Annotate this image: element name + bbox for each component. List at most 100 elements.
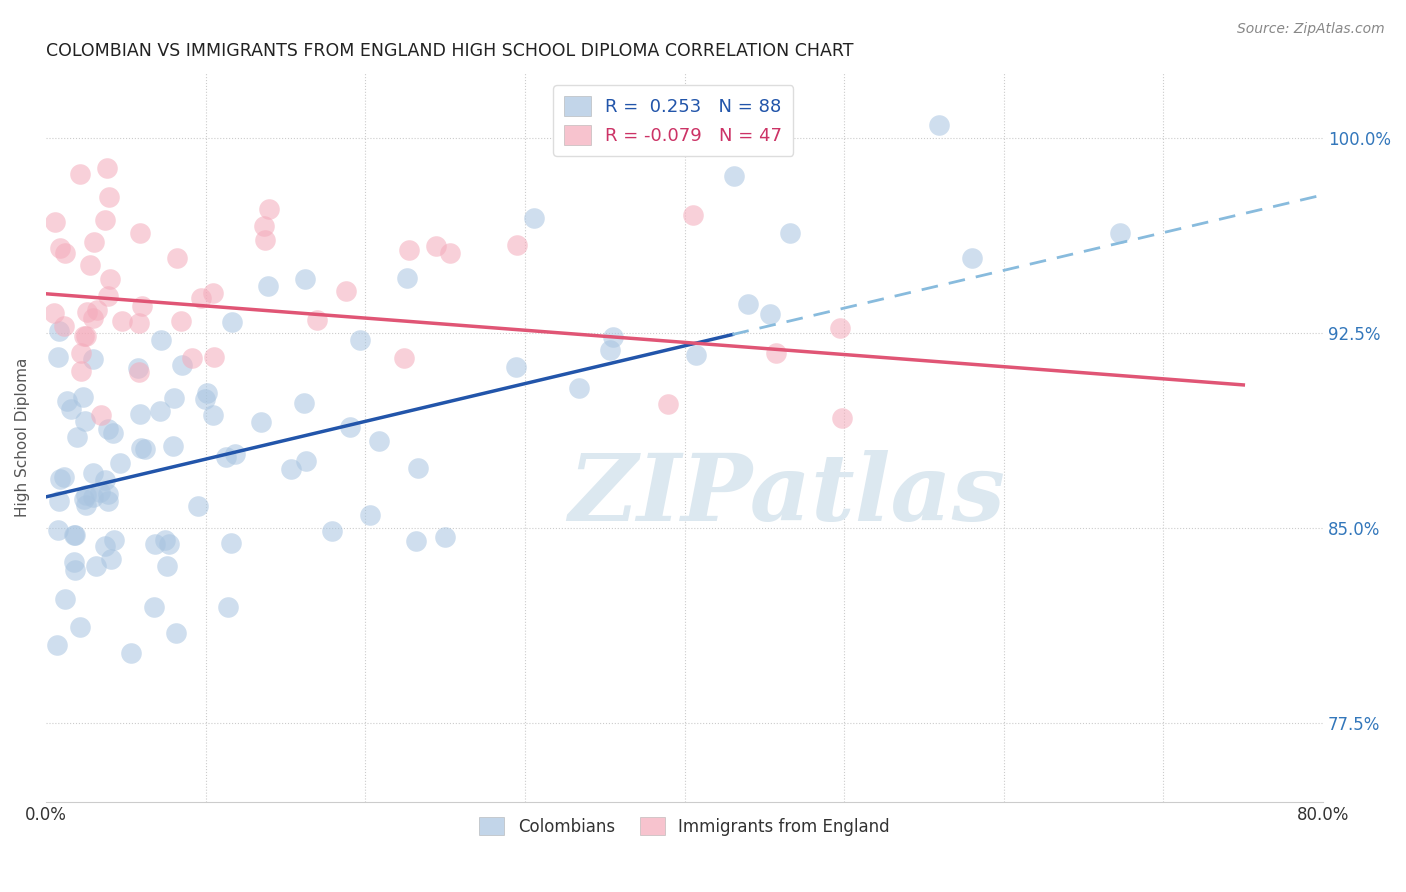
Point [69, 167, 91, 181]
Point [127, 360, 149, 375]
Y-axis label: High School Diploma: High School Diploma [15, 358, 30, 516]
Point [156, 558, 179, 573]
Point [321, 524, 343, 538]
Point [828, 321, 851, 335]
Point [82, 490, 104, 504]
Point [395, 270, 418, 285]
Point [73, 329, 96, 343]
Point [250, 415, 273, 429]
Point [162, 439, 184, 453]
Point [108, 456, 131, 470]
Point [82, 310, 104, 325]
Point [93, 474, 115, 488]
Point [120, 646, 142, 660]
Point [831, 411, 853, 425]
Point [75, 487, 97, 501]
Point [129, 407, 152, 421]
Point [368, 434, 391, 448]
Point [157, 537, 180, 551]
Point [46, 523, 69, 537]
Point [305, 313, 328, 327]
Text: COLOMBIAN VS IMMIGRANTS FROM ENGLAND HIGH SCHOOL DIPLOMA CORRELATION CHART: COLOMBIAN VS IMMIGRANTS FROM ENGLAND HIG… [46, 42, 853, 60]
Point [134, 442, 156, 456]
Point [224, 446, 246, 460]
Point [79, 258, 101, 272]
Point [405, 534, 427, 549]
Point [928, 118, 950, 132]
Point [165, 625, 187, 640]
Point [256, 278, 278, 293]
Point [97, 494, 120, 508]
Point [295, 453, 318, 467]
Point [55, 394, 77, 409]
Point [45, 638, 67, 652]
Point [44, 306, 66, 320]
Point [49, 472, 72, 486]
Point [392, 351, 415, 365]
Point [398, 243, 420, 257]
Point [339, 420, 361, 434]
Point [103, 533, 125, 548]
Point [253, 219, 276, 233]
Point [505, 237, 527, 252]
Point [90, 409, 112, 423]
Point [96, 161, 118, 175]
Point [70, 364, 93, 378]
Point [98, 272, 121, 286]
Point [128, 316, 150, 330]
Point [97, 289, 120, 303]
Point [522, 211, 544, 226]
Point [49, 241, 72, 255]
Text: Source: ZipAtlas.com: Source: ZipAtlas.com [1237, 22, 1385, 37]
Legend: Colombians, Immigrants from England: Colombians, Immigrants from England [471, 809, 898, 845]
Point [349, 334, 371, 348]
Point [65, 563, 87, 577]
Point [201, 285, 224, 300]
Point [155, 533, 177, 547]
Point [94, 212, 117, 227]
Point [149, 404, 172, 418]
Point [97, 190, 120, 204]
Point [73, 414, 96, 428]
Point [439, 246, 461, 260]
Point [359, 508, 381, 523]
Point [568, 381, 591, 395]
Point [75, 499, 97, 513]
Point [97, 487, 120, 501]
Point [52, 470, 75, 484]
Point [779, 226, 801, 240]
Point [217, 600, 239, 615]
Point [335, 284, 357, 298]
Point [73, 492, 96, 507]
Point [219, 535, 242, 549]
Point [66, 430, 89, 444]
Point [97, 422, 120, 436]
Point [83, 235, 105, 249]
Point [62, 528, 84, 542]
Point [685, 348, 707, 362]
Point [48, 324, 70, 338]
Point [163, 391, 186, 405]
Point [55, 245, 77, 260]
Point [46, 351, 69, 365]
Point [149, 333, 172, 347]
Point [131, 299, 153, 313]
Point [143, 599, 166, 614]
Point [128, 365, 150, 379]
Point [194, 392, 217, 406]
Point [89, 485, 111, 500]
Point [682, 208, 704, 222]
Point [60, 401, 83, 416]
Point [63, 555, 86, 569]
Point [433, 530, 456, 544]
Point [406, 461, 429, 475]
Point [48, 494, 70, 508]
Point [758, 307, 780, 321]
Point [221, 315, 243, 329]
Point [82, 466, 104, 480]
Point [257, 202, 280, 217]
Point [75, 328, 97, 343]
Point [253, 233, 276, 247]
Point [202, 409, 225, 423]
Point [960, 252, 983, 266]
